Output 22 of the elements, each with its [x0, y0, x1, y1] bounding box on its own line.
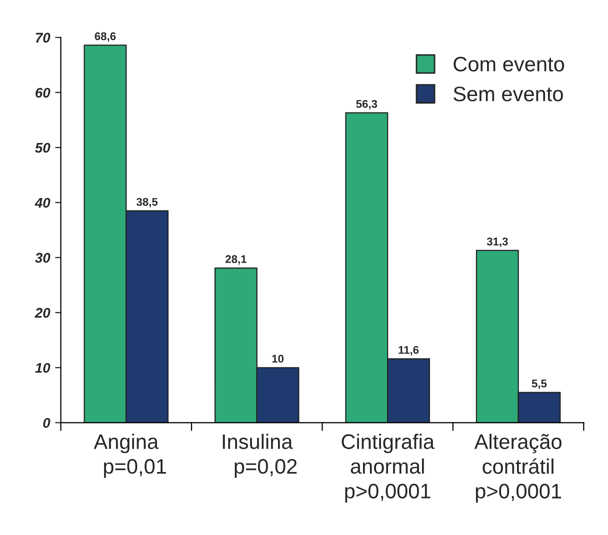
y-tick-label: 10	[35, 362, 50, 373]
data-label: 38,5	[136, 198, 158, 208]
y-tick-label: 0	[43, 418, 50, 428]
y-tick-label: 40	[34, 198, 50, 208]
data-label: 11,6	[398, 346, 419, 356]
y-tick-label: 20	[34, 308, 50, 318]
legend-label: Com evento	[454, 56, 564, 72]
x-tick-label: Angina p=0,01	[94, 434, 166, 478]
y-tick-label: 70	[36, 32, 50, 43]
data-label: 31,3	[486, 238, 508, 248]
data-label: 28,1	[226, 255, 246, 265]
x-tick-label: Insulina p=0,02	[222, 434, 297, 478]
data-label: 5,5	[532, 380, 547, 390]
y-tick-label: 50	[35, 142, 50, 153]
data-label: 10	[272, 354, 284, 363]
x-tick-label: Alteração contrátil p>0,0001	[474, 434, 562, 503]
y-tick-label: 60	[36, 88, 50, 98]
data-label: 56,3	[356, 100, 378, 110]
y-tick-label: 30	[35, 252, 50, 263]
legend-label: Sem evento	[454, 86, 563, 102]
data-label: 68,6	[94, 32, 116, 42]
x-tick-label: Cintigrafia anormal p>0,0001	[342, 434, 434, 503]
